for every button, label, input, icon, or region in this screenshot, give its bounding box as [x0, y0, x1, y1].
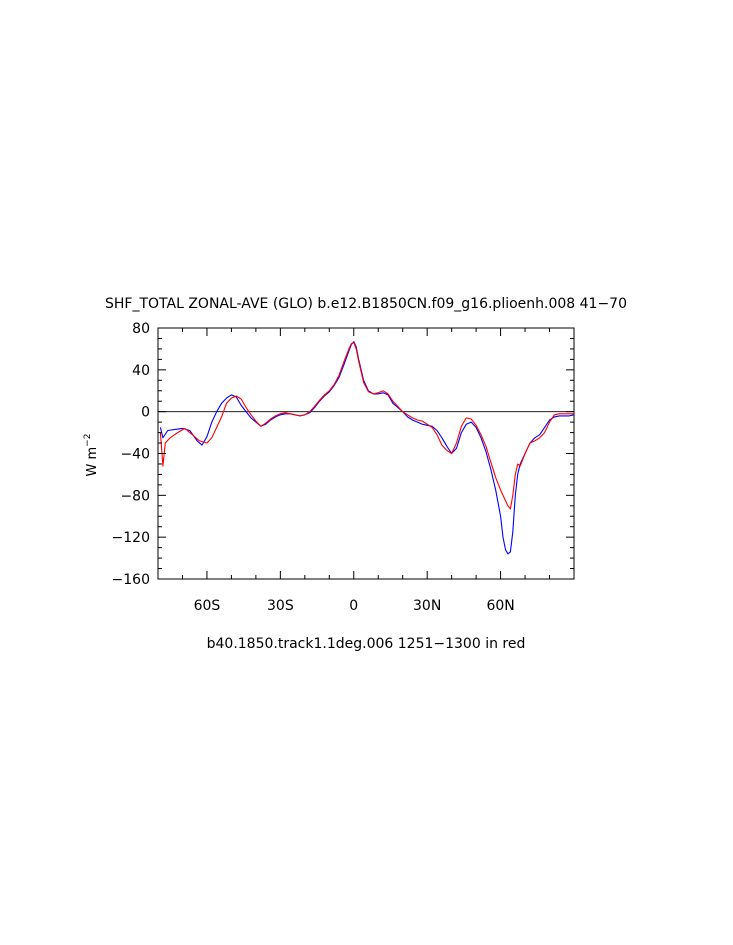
y-tick-label: −40	[120, 447, 150, 463]
series-layer	[159, 341, 575, 555]
y-tick-label: −80	[120, 488, 150, 504]
x-axis-label: b40.1850.track1.1deg.006 ​1251−1300​ in …	[207, 636, 526, 652]
y-axis-label-base: W m	[85, 447, 100, 477]
series-line-red	[159, 342, 574, 510]
y-tick-label: 80	[132, 321, 150, 337]
x-tick-label: 30N	[413, 598, 441, 614]
series-line-blue	[159, 341, 575, 555]
y-axis-label: W m−2	[83, 434, 100, 477]
x-tick-label: 0	[349, 598, 358, 614]
chart-title: SHF_TOTAL ZONAL-AVE (GLO) b.e12.B1850CN.…	[105, 296, 627, 312]
x-tick-label: 30S	[267, 598, 294, 614]
y-axis-label-exponent: −2	[83, 434, 93, 447]
axis-ticks: 80 40 0 −40 −80 −120 −160 60S 30S 0 30N 60N	[112, 321, 574, 614]
y-tick-label: −160	[112, 572, 150, 588]
y-tick-label: −120	[112, 530, 150, 546]
x-tick-label: 60N	[486, 598, 514, 614]
y-tick-label: 0	[141, 405, 150, 421]
x-tick-label: 60S	[194, 598, 221, 614]
y-tick-label: 40	[132, 363, 150, 379]
